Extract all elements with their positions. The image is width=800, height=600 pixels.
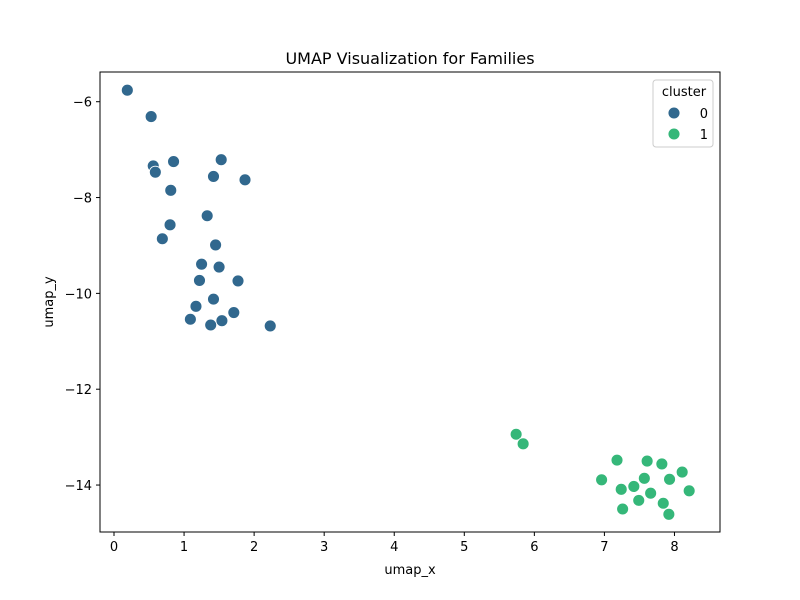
cluster-0-point: [195, 257, 209, 271]
cluster-1-point: [509, 427, 523, 441]
x-tick-label: 2: [250, 540, 258, 555]
cluster-0-point: [189, 299, 203, 313]
x-tick-label: 8: [670, 540, 678, 555]
y-axis: −6 −8 −10 −12 −14: [65, 96, 100, 494]
cluster-0-point: [200, 209, 214, 223]
cluster-1-point: [663, 472, 677, 486]
legend-marker-1: [667, 127, 681, 141]
cluster-0-point: [167, 155, 181, 169]
x-tick-label: 6: [530, 540, 538, 555]
cluster-0-point: [207, 292, 220, 306]
legend-marker-0: [667, 106, 681, 120]
cluster-1-point: [614, 482, 628, 496]
cluster-0-point: [227, 306, 241, 319]
y-tick-label: −8: [73, 192, 92, 207]
cluster-1-point: [616, 502, 630, 516]
x-tick-label: 4: [390, 540, 398, 555]
cluster-1-point: [610, 453, 624, 467]
cluster-1-point: [632, 493, 646, 507]
cluster-1-point: [595, 473, 609, 487]
cluster-0-point: [263, 319, 277, 333]
cluster-0-point: [209, 238, 223, 252]
cluster-0-point: [183, 312, 197, 326]
y-axis-label: umap_y: [42, 276, 57, 328]
y-tick-label: −14: [65, 479, 92, 494]
cluster-0-point: [207, 170, 220, 183]
cluster-0-point: [148, 165, 162, 179]
plot-frame: [99, 71, 721, 533]
cluster-0-point: [163, 218, 177, 232]
cluster-0-point: [238, 173, 252, 187]
cluster-0-point: [215, 314, 229, 328]
cluster-1-point: [682, 484, 696, 498]
cluster-1-point: [655, 457, 669, 471]
cluster-1-point: [627, 480, 641, 493]
cluster-0-point: [204, 318, 218, 332]
chart-title: UMAP Visualization for Families: [285, 49, 534, 68]
cluster-0-point: [144, 110, 158, 124]
y-tick-label: −6: [73, 96, 92, 111]
y-tick-label: −12: [65, 383, 92, 398]
x-axis-label: umap_x: [384, 563, 436, 578]
cluster-0-point: [214, 153, 228, 167]
cluster-1-point: [640, 454, 654, 468]
cluster-1-point: [516, 437, 530, 451]
cluster-1-point: [675, 465, 689, 479]
cluster-0-point: [164, 183, 178, 197]
x-tick-label: 7: [600, 540, 608, 555]
legend-title: cluster: [662, 85, 707, 100]
cluster-1-point: [637, 471, 651, 485]
cluster-1-point: [662, 507, 676, 521]
cluster-1-point: [656, 496, 670, 510]
cluster-0-point: [231, 274, 245, 288]
x-tick-label: 5: [460, 540, 468, 555]
x-tick-label: 1: [180, 540, 188, 555]
x-axis: 0 1 2 3 4 5 6 7 8: [110, 532, 679, 555]
x-tick-label: 3: [320, 540, 328, 555]
legend-label-0: 0: [700, 107, 708, 122]
cluster-1-point: [644, 486, 658, 500]
x-tick-label: 0: [110, 540, 118, 555]
y-tick-label: −10: [65, 287, 92, 302]
cluster-0-point: [120, 83, 134, 97]
cluster-0-point: [155, 232, 169, 246]
legend-box: [652, 79, 714, 148]
cluster-0-point: [212, 260, 226, 274]
cluster-0-point: [193, 273, 206, 287]
data-points: [120, 83, 696, 521]
legend: cluster 0 1: [652, 79, 714, 148]
legend-label-1: 1: [700, 128, 708, 143]
